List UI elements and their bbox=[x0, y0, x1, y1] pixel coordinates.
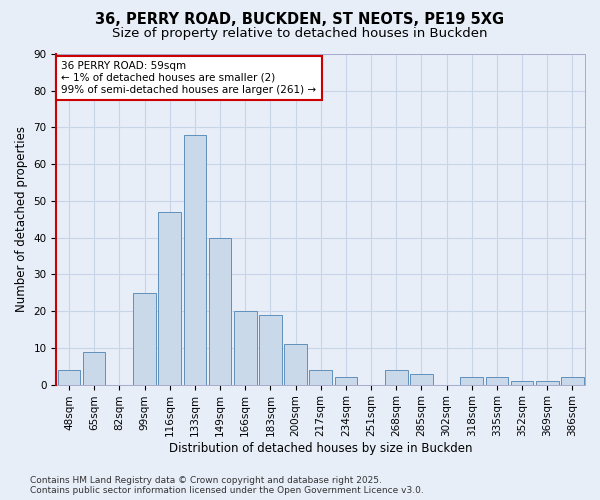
Bar bbox=[511, 381, 533, 384]
Bar bbox=[310, 370, 332, 384]
Bar bbox=[284, 344, 307, 385]
Bar bbox=[410, 374, 433, 384]
Text: 36, PERRY ROAD, BUCKDEN, ST NEOTS, PE19 5XG: 36, PERRY ROAD, BUCKDEN, ST NEOTS, PE19 … bbox=[95, 12, 505, 28]
Title: 36, PERRY ROAD, BUCKDEN, ST NEOTS, PE19 5XG
Size of property relative to detache: 36, PERRY ROAD, BUCKDEN, ST NEOTS, PE19 … bbox=[0, 499, 1, 500]
Bar bbox=[83, 352, 106, 384]
Bar bbox=[485, 378, 508, 384]
Text: 36 PERRY ROAD: 59sqm
← 1% of detached houses are smaller (2)
99% of semi-detache: 36 PERRY ROAD: 59sqm ← 1% of detached ho… bbox=[61, 62, 317, 94]
Bar bbox=[158, 212, 181, 384]
Bar bbox=[460, 378, 483, 384]
Bar bbox=[335, 378, 357, 384]
Bar bbox=[209, 238, 232, 384]
Bar bbox=[561, 378, 584, 384]
Text: Contains HM Land Registry data © Crown copyright and database right 2025.
Contai: Contains HM Land Registry data © Crown c… bbox=[30, 476, 424, 495]
Bar bbox=[184, 135, 206, 384]
Bar bbox=[385, 370, 407, 384]
Text: Size of property relative to detached houses in Buckden: Size of property relative to detached ho… bbox=[112, 28, 488, 40]
Bar bbox=[133, 293, 156, 384]
X-axis label: Distribution of detached houses by size in Buckden: Distribution of detached houses by size … bbox=[169, 442, 472, 455]
Bar bbox=[536, 381, 559, 384]
Bar bbox=[58, 370, 80, 384]
Bar bbox=[259, 315, 281, 384]
Y-axis label: Number of detached properties: Number of detached properties bbox=[15, 126, 28, 312]
Bar bbox=[234, 311, 257, 384]
